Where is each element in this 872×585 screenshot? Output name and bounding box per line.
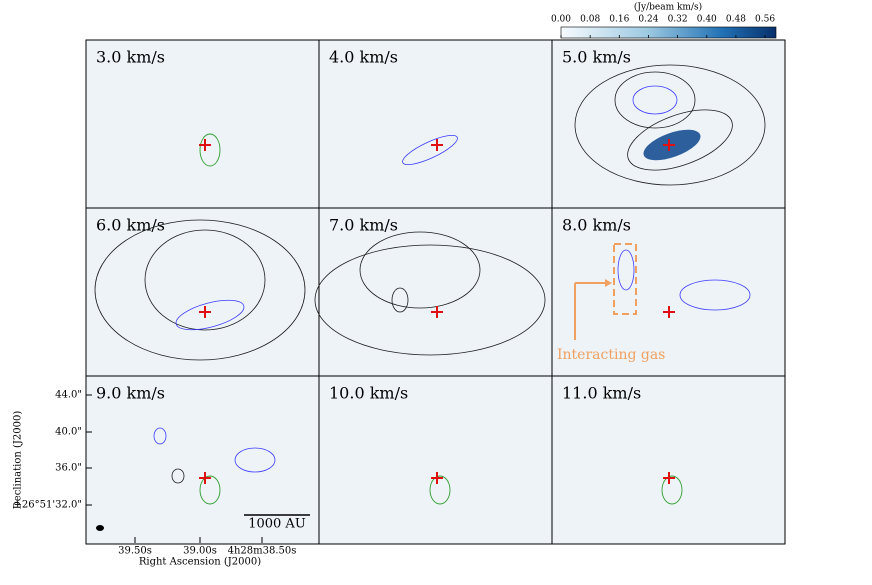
highlight-box (613, 243, 637, 315)
contour (234, 447, 276, 473)
colorbar-tick-label: 0.48 (726, 15, 746, 25)
panel-label: 10.0 km/s (329, 384, 408, 403)
panel (318, 375, 553, 545)
panel (551, 207, 786, 377)
star-marker (663, 472, 675, 484)
x-tick-label: 39.00s (183, 546, 217, 557)
panel (85, 375, 320, 545)
panel-label: 6.0 km/s (96, 216, 165, 235)
contour (359, 231, 481, 309)
star-marker (431, 306, 443, 318)
contour (199, 133, 221, 167)
contour (402, 134, 458, 166)
y-tick-label: +26°51'32.0" (14, 500, 82, 511)
panel-label: 7.0 km/s (329, 216, 398, 235)
contour (314, 244, 546, 356)
x-axis-label: Right Ascension (J2000) (139, 557, 261, 568)
contour (617, 249, 635, 291)
contour (94, 219, 306, 361)
panel-label: 8.0 km/s (562, 216, 631, 235)
colorbar-tick-label: 0.56 (755, 15, 775, 25)
colorbar-tick-label: 0.32 (668, 15, 688, 25)
panels: 3.0 km/s 4.0 km/s 5.0 km/s 6.0 km/s 7.0 km/s… (85, 39, 786, 545)
panel (318, 207, 553, 377)
contour (171, 468, 185, 484)
contour (661, 475, 683, 505)
panel (318, 39, 553, 209)
colorbar-label: (Jy/beam km/s) (634, 2, 702, 13)
scale-bar-label: 1000 AU (248, 517, 306, 532)
y-axis-label: Declination (J2000) (13, 411, 24, 510)
contour (199, 475, 221, 505)
panel-label: 4.0 km/s (329, 48, 398, 67)
beam (96, 525, 104, 531)
x-tick-label: 4h28m38.50s (228, 546, 297, 557)
colorbar-tick-label: 0.16 (609, 15, 629, 25)
contour (679, 279, 751, 311)
colorbar-tick-label: 0.08 (580, 15, 600, 25)
y-tick-label: 36.0" (55, 463, 82, 474)
colorbar-tick-label: 0.40 (697, 15, 717, 25)
star-marker (199, 472, 211, 484)
contour (153, 427, 167, 445)
y-tick-label: 44.0" (55, 390, 82, 401)
panel (551, 39, 786, 209)
contour (391, 287, 409, 313)
colorbar-tick-label: 0.24 (638, 15, 658, 25)
annotation: Interacting gas (557, 347, 665, 363)
star-marker (431, 139, 443, 151)
contour (429, 475, 451, 505)
contour (632, 85, 678, 115)
x-tick-label: 39.50s (118, 546, 152, 557)
star-marker (431, 472, 443, 484)
panel-label: 5.0 km/s (562, 48, 631, 67)
contour (574, 64, 766, 186)
stars (199, 139, 675, 484)
panel-label: 3.0 km/s (96, 48, 165, 67)
contour (175, 299, 245, 331)
panel (85, 39, 320, 209)
y-tick-label: 40.0" (55, 427, 82, 438)
colorbar-tick-label: 0.00 (551, 15, 571, 25)
panel (551, 375, 786, 545)
contour (614, 71, 696, 129)
contour (144, 229, 266, 331)
star-marker (663, 139, 675, 151)
contour (627, 109, 733, 171)
panel-label: 9.0 km/s (96, 384, 165, 403)
star-marker (663, 306, 675, 318)
colorbar (560, 26, 777, 39)
star-marker (199, 139, 211, 151)
star-marker (199, 306, 211, 318)
arrowhead (605, 279, 612, 287)
panel-label: 11.0 km/s (562, 384, 641, 403)
panel (85, 207, 320, 377)
